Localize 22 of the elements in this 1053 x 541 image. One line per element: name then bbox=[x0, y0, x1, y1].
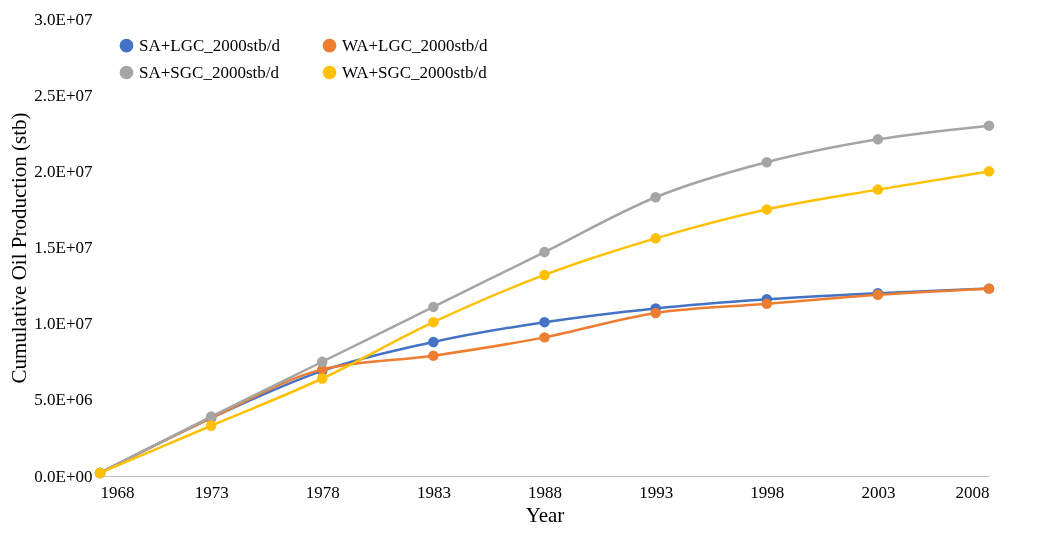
legend-label: SA+SGC_2000stb/d bbox=[139, 62, 280, 82]
x-tick-label: 1998 bbox=[750, 482, 785, 502]
x-tick-label: 2003 bbox=[861, 482, 896, 502]
x-tick-label: 1978 bbox=[305, 482, 340, 502]
y-tick-label: 5.0E+06 bbox=[34, 390, 93, 410]
y-tick-label: 2.5E+07 bbox=[34, 85, 93, 105]
y-tick-label: 0.0E+00 bbox=[34, 466, 93, 486]
y-tick-label: 3.0E+07 bbox=[34, 9, 93, 29]
y-axis-title: Cumulative Oil Production (stb) bbox=[7, 112, 32, 384]
x-tick-label: 2008 bbox=[955, 482, 990, 502]
legend-label: WA+LGC_2000stb/d bbox=[342, 35, 489, 55]
y-tick-label: 2.0E+07 bbox=[34, 161, 93, 181]
y-tick-label: 1.5E+07 bbox=[34, 238, 93, 257]
x-tick-label: 1968 bbox=[100, 482, 135, 502]
legend-label: WA+SGC_2000stb/d bbox=[342, 62, 488, 82]
x-tick-label: 1973 bbox=[194, 482, 229, 502]
x-tick-label: 1993 bbox=[639, 482, 674, 502]
x-axis-title: Year bbox=[525, 502, 565, 527]
x-tick-label: 1988 bbox=[528, 482, 562, 502]
legend-label: SA+LGC_2000stb/d bbox=[139, 35, 281, 55]
y-tick-label: 1.0E+07 bbox=[34, 314, 93, 334]
x-tick-label: 1983 bbox=[416, 482, 451, 502]
